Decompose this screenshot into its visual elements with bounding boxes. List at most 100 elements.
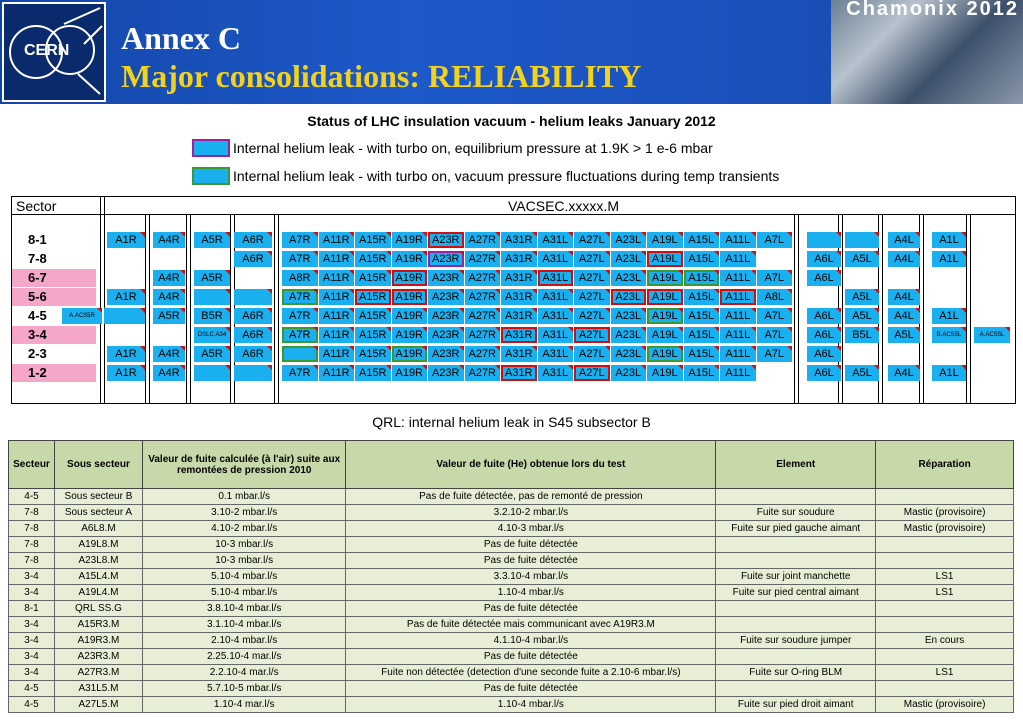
cell-7-8-A31R[interactable]: A31R	[501, 251, 537, 267]
cell-4-5-A19R[interactable]: A19R	[391, 308, 427, 324]
cell-4-5-A31L[interactable]: A31L	[537, 308, 573, 324]
cell-3-4-A31L[interactable]: A31L	[537, 327, 573, 343]
cell-3-4-A6L[interactable]: A6L	[807, 327, 841, 343]
cell-5-6-A4L[interactable]: A4L	[888, 289, 920, 305]
cell-2-3-A23R[interactable]: A23R	[428, 346, 464, 362]
cell-7-8-A15L[interactable]: A15L	[683, 251, 719, 267]
cell-5-6-A31R[interactable]: A31R	[501, 289, 537, 305]
cell-5-6-A19L[interactable]: A19L	[647, 289, 683, 305]
cell-1-2-A4L[interactable]: A4L	[888, 365, 920, 381]
cell-3-4-A15L[interactable]: A15L	[683, 327, 719, 343]
cell-4-5-B5R[interactable]: B5R	[194, 308, 230, 324]
cell-5-6-A23L[interactable]: A23L	[610, 289, 646, 305]
cell-1-2-A11L[interactable]: A11L	[720, 365, 756, 381]
cell-5-6-blank[interactable]	[194, 289, 230, 305]
cell-5-6-A27R[interactable]: A27R	[464, 289, 500, 305]
cell-4-5-A5R[interactable]: A5R	[153, 308, 185, 324]
cell-7-8-A6R[interactable]: A6R	[234, 251, 272, 267]
cell-3-4-A23L[interactable]: A23L	[610, 327, 646, 343]
cell-6-7-A5R[interactable]: A5R	[194, 270, 230, 286]
cell-5-6-blank[interactable]	[234, 289, 272, 305]
cell-1-2-A4R[interactable]: A4R	[153, 365, 185, 381]
cell-8-1-A15R[interactable]: A15R	[355, 232, 391, 248]
cell-4-5-A15R[interactable]: A15R	[355, 308, 391, 324]
cell-4-5-A11R[interactable]: A11R	[318, 308, 354, 324]
cell-3-4-A7L[interactable]: A7L	[756, 327, 792, 343]
cell-4-5-A5L[interactable]: A5L	[845, 308, 879, 324]
cell-8-1-A19R[interactable]: A19R	[391, 232, 427, 248]
cell-7-8-A19L[interactable]: A19L	[647, 251, 683, 267]
cell-5-6-A1R[interactable]: A1R	[107, 289, 145, 305]
cell-2-3-A27L[interactable]: A27L	[574, 346, 610, 362]
cell-4-5-A27R[interactable]: A27R	[464, 308, 500, 324]
cell-8-1-A27R[interactable]: A27R	[464, 232, 500, 248]
cell-1-2-A31R[interactable]: A31R	[501, 365, 537, 381]
cell-2-3-A7L[interactable]: A7L	[756, 346, 792, 362]
cell-1-2-A5L[interactable]: A5L	[845, 365, 879, 381]
cell-3-4-A27L[interactable]: A27L	[574, 327, 610, 343]
cell-5-6-A11R[interactable]: A11R	[318, 289, 354, 305]
cell-7-8-A5L[interactable]: A5L	[845, 251, 879, 267]
cell-6-7-A23L[interactable]: A23L	[610, 270, 646, 286]
cell-1-2-A23L[interactable]: A23L	[610, 365, 646, 381]
cell-6-7-A4R[interactable]: A4R	[153, 270, 185, 286]
cell-5-6-A27L[interactable]: A27L	[574, 289, 610, 305]
cell-1-2-A1L[interactable]: A1L	[932, 365, 966, 381]
cell-8-1-A31R[interactable]: A31R	[501, 232, 537, 248]
cell-8-1-A11L[interactable]: A11L	[720, 232, 756, 248]
cell-1-2-A19R[interactable]: A19R	[391, 365, 427, 381]
cell-5-6-A23R[interactable]: A23R	[428, 289, 464, 305]
cell-5-6-A5L[interactable]: A5L	[845, 289, 879, 305]
cell-7-8-A7R[interactable]: A7R	[282, 251, 318, 267]
cell-3-4-B5L[interactable]: B5L	[845, 327, 879, 343]
cell-2-3-A1R[interactable]: A1R	[107, 346, 145, 362]
cell-7-8-A15R[interactable]: A15R	[355, 251, 391, 267]
cell-7-8-A23L[interactable]: A23L	[610, 251, 646, 267]
cell-4-5-A4L[interactable]: A4L	[888, 308, 920, 324]
cell-4-5-A27L[interactable]: A27L	[574, 308, 610, 324]
cell-3-4-A19R[interactable]: A19R	[391, 327, 427, 343]
cell-8-1-A23L[interactable]: A23L	[610, 232, 646, 248]
cell-1-2-A15L[interactable]: A15L	[683, 365, 719, 381]
cell-6-7-A23R[interactable]: A23R	[428, 270, 464, 286]
cell-6-7-A15L[interactable]: A15L	[683, 270, 719, 286]
cell-3-4-A31R[interactable]: A31R	[501, 327, 537, 343]
cell-1-2-A7R[interactable]: A7R	[282, 365, 318, 381]
cell-8-1-A4L[interactable]: A4L	[888, 232, 920, 248]
cell-2-3-A27R[interactable]: A27R	[464, 346, 500, 362]
cell-8-1-A7R[interactable]: A7R	[282, 232, 318, 248]
cell-2-3-A4R[interactable]: A4R	[153, 346, 185, 362]
cell-1-2-A1R[interactable]: A1R	[107, 365, 145, 381]
cell-7-8-A11R[interactable]: A11R	[318, 251, 354, 267]
cell-8-1-A23R[interactable]: A23R	[428, 232, 464, 248]
cell-6-7-A7L[interactable]: A7L	[756, 270, 792, 286]
cell-3-4-A11L[interactable]: A11L	[720, 327, 756, 343]
cell-5-6-A11L[interactable]: A11L	[720, 289, 756, 305]
cell-8-1-A6R[interactable]: A6R	[234, 232, 272, 248]
cell-7-8-A6L[interactable]: A6L	[807, 251, 841, 267]
cell-1-2-A19L[interactable]: A19L	[647, 365, 683, 381]
cell-7-8-A27R[interactable]: A27R	[464, 251, 500, 267]
cell-4-5-A23R[interactable]: A23R	[428, 308, 464, 324]
cell-5-6-A8L[interactable]: A8L	[756, 289, 792, 305]
cell-7-8-A11L[interactable]: A11L	[720, 251, 756, 267]
cell-6-7-A8R[interactable]: A8R	[282, 270, 318, 286]
cell-8-1-A7L[interactable]: A7L	[756, 232, 792, 248]
cell-3-4-A15R[interactable]: A15R	[355, 327, 391, 343]
cell-8-1-A27L[interactable]: A27L	[574, 232, 610, 248]
cell-3-4-DSLC.A34[interactable]: DSLC.A34	[194, 327, 230, 343]
cell-4-5-A23L[interactable]: A23L	[610, 308, 646, 324]
cell-2-3-blank[interactable]	[282, 346, 318, 362]
cell-6-7-A27R[interactable]: A27R	[464, 270, 500, 286]
cell-2-3-A23L[interactable]: A23L	[610, 346, 646, 362]
cell-3-4-A6R[interactable]: A6R	[234, 327, 272, 343]
cell-6-7-A19L[interactable]: A19L	[647, 270, 683, 286]
cell-6-7-A11R[interactable]: A11R	[318, 270, 354, 286]
cell-7-8-A31L[interactable]: A31L	[537, 251, 573, 267]
cell-7-8-A1L[interactable]: A1L	[932, 251, 966, 267]
cell-4-5-blank[interactable]	[107, 308, 145, 324]
cell-2-3-A5R[interactable]: A5R	[194, 346, 230, 362]
cell-7-8-A23R[interactable]: A23R	[428, 251, 464, 267]
cell-1-2-blank[interactable]	[194, 365, 230, 381]
cell-4-5-A7L[interactable]: A7L	[756, 308, 792, 324]
